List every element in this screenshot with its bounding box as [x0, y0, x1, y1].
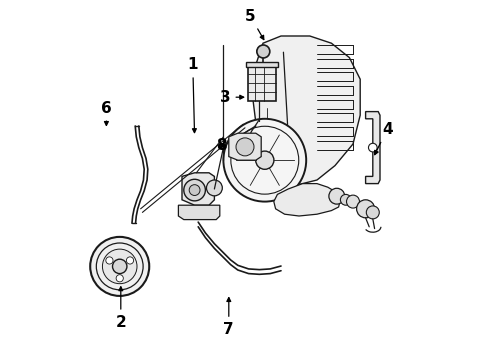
- Circle shape: [102, 249, 137, 284]
- Circle shape: [116, 275, 123, 282]
- Circle shape: [106, 257, 113, 264]
- Circle shape: [236, 138, 254, 156]
- Bar: [246, 62, 278, 67]
- Text: 6: 6: [101, 100, 112, 125]
- Circle shape: [256, 151, 274, 169]
- Text: 5: 5: [245, 9, 264, 40]
- Circle shape: [113, 259, 127, 274]
- Circle shape: [257, 45, 270, 58]
- Text: 2: 2: [116, 287, 126, 330]
- Text: 8: 8: [216, 138, 227, 153]
- Circle shape: [329, 188, 345, 204]
- Text: 1: 1: [188, 57, 198, 132]
- Polygon shape: [178, 205, 220, 220]
- Circle shape: [126, 257, 134, 264]
- Polygon shape: [182, 173, 215, 205]
- Circle shape: [367, 206, 379, 219]
- Bar: [248, 67, 276, 101]
- Circle shape: [223, 119, 306, 202]
- Polygon shape: [366, 112, 380, 184]
- Circle shape: [368, 143, 377, 152]
- Text: 7: 7: [223, 298, 234, 337]
- Text: 4: 4: [375, 122, 392, 155]
- Circle shape: [341, 194, 351, 205]
- Circle shape: [189, 185, 200, 195]
- Polygon shape: [229, 133, 261, 160]
- Polygon shape: [245, 36, 360, 191]
- Polygon shape: [274, 184, 341, 216]
- Circle shape: [184, 179, 205, 201]
- Circle shape: [206, 180, 222, 196]
- Circle shape: [346, 195, 360, 208]
- Circle shape: [357, 200, 374, 218]
- Text: 3: 3: [220, 90, 244, 105]
- Circle shape: [90, 237, 149, 296]
